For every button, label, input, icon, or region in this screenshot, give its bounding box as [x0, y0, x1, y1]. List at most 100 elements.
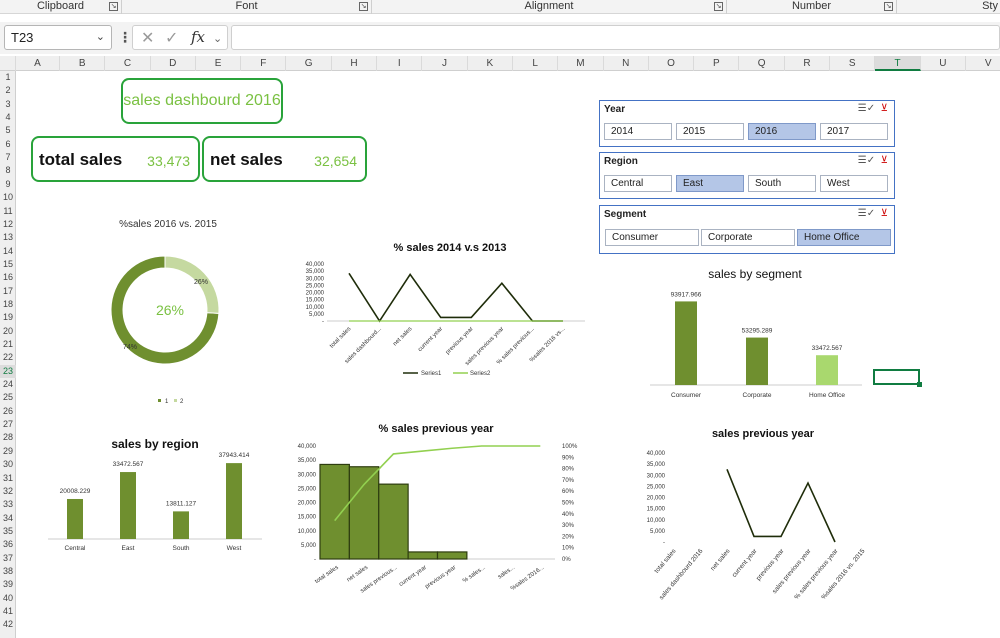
row-header-3[interactable]: 3	[5, 98, 11, 109]
column-header-o[interactable]: O	[649, 56, 695, 71]
total-sales-card[interactable]: total sales 33,473	[31, 136, 200, 182]
column-header-j[interactable]: J	[422, 56, 468, 71]
slicer-item-consumer[interactable]: Consumer	[605, 229, 699, 246]
column-header-s[interactable]: S	[830, 56, 876, 71]
row-header-5[interactable]: 5	[5, 125, 11, 136]
row-header-1[interactable]: 1	[5, 72, 11, 82]
row-header-34[interactable]: 34	[2, 512, 13, 523]
row-header-15[interactable]: 15	[2, 258, 13, 269]
net-sales-card[interactable]: net sales 32,654	[202, 136, 367, 182]
row-header-16[interactable]: 16	[2, 272, 13, 283]
column-header-r[interactable]: R	[785, 56, 831, 71]
year-slicer[interactable]: Year ☰✓ ⊻ 2014 2015 2016 2017	[599, 100, 895, 147]
row-header-27[interactable]: 27	[2, 419, 13, 430]
slicer-item-home-office[interactable]: Home Office	[797, 229, 891, 246]
column-header-i[interactable]: I	[377, 56, 423, 71]
slicer-item-south[interactable]: South	[748, 175, 816, 192]
formula-input[interactable]	[231, 25, 1000, 50]
row-header-33[interactable]: 33	[2, 499, 13, 510]
segment-slicer[interactable]: Segment ☰✓ ⊻ Consumer Corporate Home Off…	[599, 205, 895, 254]
column-header-b[interactable]: B	[60, 56, 106, 71]
row-header-23[interactable]: 23	[0, 364, 16, 379]
row-header-7[interactable]: 7	[5, 152, 11, 163]
column-header-h[interactable]: H	[332, 56, 378, 71]
column-header-f[interactable]: F	[241, 56, 287, 71]
row-header-9[interactable]: 9	[5, 178, 11, 189]
row-header-39[interactable]: 39	[2, 579, 13, 590]
insert-function-icon[interactable]: fx	[191, 28, 206, 46]
column-header-m[interactable]: M	[558, 56, 604, 71]
column-header-d[interactable]: D	[151, 56, 196, 71]
column-header-k[interactable]: K	[468, 56, 513, 71]
select-all-corner[interactable]	[0, 56, 16, 71]
slicer-item-2017[interactable]: 2017	[820, 123, 888, 140]
row-header-26[interactable]: 26	[2, 405, 13, 416]
row-header-35[interactable]: 35	[2, 525, 13, 536]
column-header-v[interactable]: V	[966, 56, 1000, 71]
row-header-19[interactable]: 19	[2, 312, 13, 323]
dialog-launcher-icon[interactable]: ↘	[714, 2, 723, 11]
slicer-item-west[interactable]: West	[820, 175, 888, 192]
slicer-item-2016[interactable]: 2016	[748, 123, 816, 140]
row-header-6[interactable]: 6	[5, 138, 11, 149]
cancel-icon[interactable]: ✕	[141, 30, 155, 47]
column-header-c[interactable]: C	[105, 56, 151, 71]
column-header-p[interactable]: P	[694, 56, 740, 71]
multi-select-icon[interactable]: ☰✓	[857, 155, 876, 166]
column-header-l[interactable]: L	[513, 56, 559, 71]
row-header-42[interactable]: 42	[2, 619, 13, 630]
column-header-g[interactable]: G	[287, 56, 332, 71]
multi-select-icon[interactable]: ☰✓	[857, 103, 876, 114]
multi-select-icon[interactable]: ☰✓	[857, 208, 876, 219]
chevron-down-icon[interactable]: ⌄	[213, 33, 223, 45]
row-header-24[interactable]: 24	[2, 379, 13, 390]
row-header-25[interactable]: 25	[2, 392, 13, 403]
row-header-32[interactable]: 32	[2, 485, 13, 496]
name-box[interactable]: T23 ⌄	[4, 25, 112, 50]
more-options-icon[interactable]: ⋮	[118, 29, 132, 45]
row-header-21[interactable]: 21	[2, 339, 13, 349]
row-header-2[interactable]: 2	[5, 85, 11, 96]
slicer-item-central[interactable]: Central	[604, 175, 672, 192]
row-header-36[interactable]: 36	[2, 539, 13, 550]
row-header-12[interactable]: 12	[2, 218, 13, 229]
row-header-13[interactable]: 13	[2, 232, 13, 243]
row-header-17[interactable]: 17	[2, 285, 13, 296]
slicer-item-2015[interactable]: 2015	[676, 123, 744, 140]
chevron-down-icon[interactable]: ⌄	[95, 31, 105, 43]
row-header-38[interactable]: 38	[2, 565, 13, 576]
clear-filter-icon[interactable]: ⊻	[880, 103, 888, 114]
row-header-28[interactable]: 28	[2, 432, 13, 443]
clear-filter-icon[interactable]: ⊻	[880, 208, 888, 219]
row-header-20[interactable]: 20	[2, 325, 13, 336]
row-header-29[interactable]: 29	[2, 445, 13, 456]
row-header-40[interactable]: 40	[2, 592, 13, 603]
column-header-t[interactable]: T	[875, 56, 921, 71]
column-header-n[interactable]: N	[604, 56, 649, 71]
row-header-8[interactable]: 8	[5, 165, 11, 176]
column-header-u[interactable]: U	[921, 56, 966, 71]
row-header-30[interactable]: 30	[2, 459, 13, 470]
row-header-14[interactable]: 14	[2, 245, 13, 256]
selected-cell[interactable]	[873, 369, 922, 387]
dashboard-title-box[interactable]: sales dashbourd 2016	[121, 78, 283, 124]
row-header-22[interactable]: 22	[2, 352, 13, 363]
row-header-10[interactable]: 10	[2, 192, 13, 203]
row-header-4[interactable]: 4	[5, 112, 11, 123]
row-header-11[interactable]: 11	[3, 205, 13, 216]
column-header-q[interactable]: Q	[740, 56, 785, 71]
row-header-41[interactable]: 41	[2, 606, 13, 616]
slicer-item-2014[interactable]: 2014	[604, 123, 672, 140]
dialog-launcher-icon[interactable]: ↘	[109, 2, 118, 11]
row-header-31[interactable]: 31	[2, 472, 13, 483]
dialog-launcher-icon[interactable]: ↘	[359, 2, 368, 11]
column-header-a[interactable]: A	[16, 56, 60, 71]
check-icon[interactable]: ✓	[165, 30, 179, 47]
column-header-e[interactable]: E	[196, 56, 242, 71]
dialog-launcher-icon[interactable]: ↘	[884, 2, 893, 11]
row-header-37[interactable]: 37	[2, 552, 13, 563]
row-header-18[interactable]: 18	[2, 298, 13, 309]
clear-filter-icon[interactable]: ⊻	[880, 155, 888, 166]
slicer-item-east[interactable]: East	[676, 175, 744, 192]
slicer-item-corporate[interactable]: Corporate	[701, 229, 795, 246]
